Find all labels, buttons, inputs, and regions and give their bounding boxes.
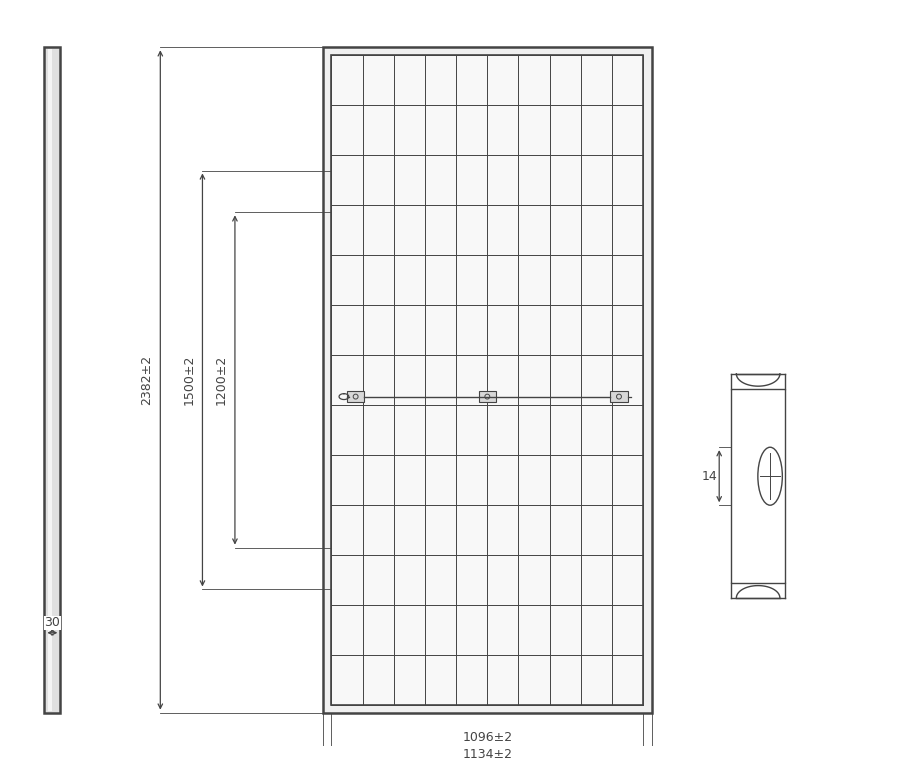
Text: 14: 14 xyxy=(702,469,717,482)
Text: 1134±2: 1134±2 xyxy=(463,748,512,761)
Text: 1096±2: 1096±2 xyxy=(463,732,512,744)
Bar xyxy=(323,47,652,712)
Text: 1200±2: 1200±2 xyxy=(215,355,228,405)
Text: 9: 9 xyxy=(754,565,762,578)
Text: 2382±2: 2382±2 xyxy=(140,355,153,405)
Bar xyxy=(44,47,60,712)
Bar xyxy=(48,50,52,711)
Bar xyxy=(479,391,496,402)
Text: 1500±2: 1500±2 xyxy=(183,355,195,405)
Ellipse shape xyxy=(758,447,782,505)
Bar xyxy=(346,391,364,402)
Bar xyxy=(610,391,628,402)
Bar xyxy=(731,389,786,582)
Text: 30: 30 xyxy=(44,616,60,629)
Bar xyxy=(331,55,644,705)
